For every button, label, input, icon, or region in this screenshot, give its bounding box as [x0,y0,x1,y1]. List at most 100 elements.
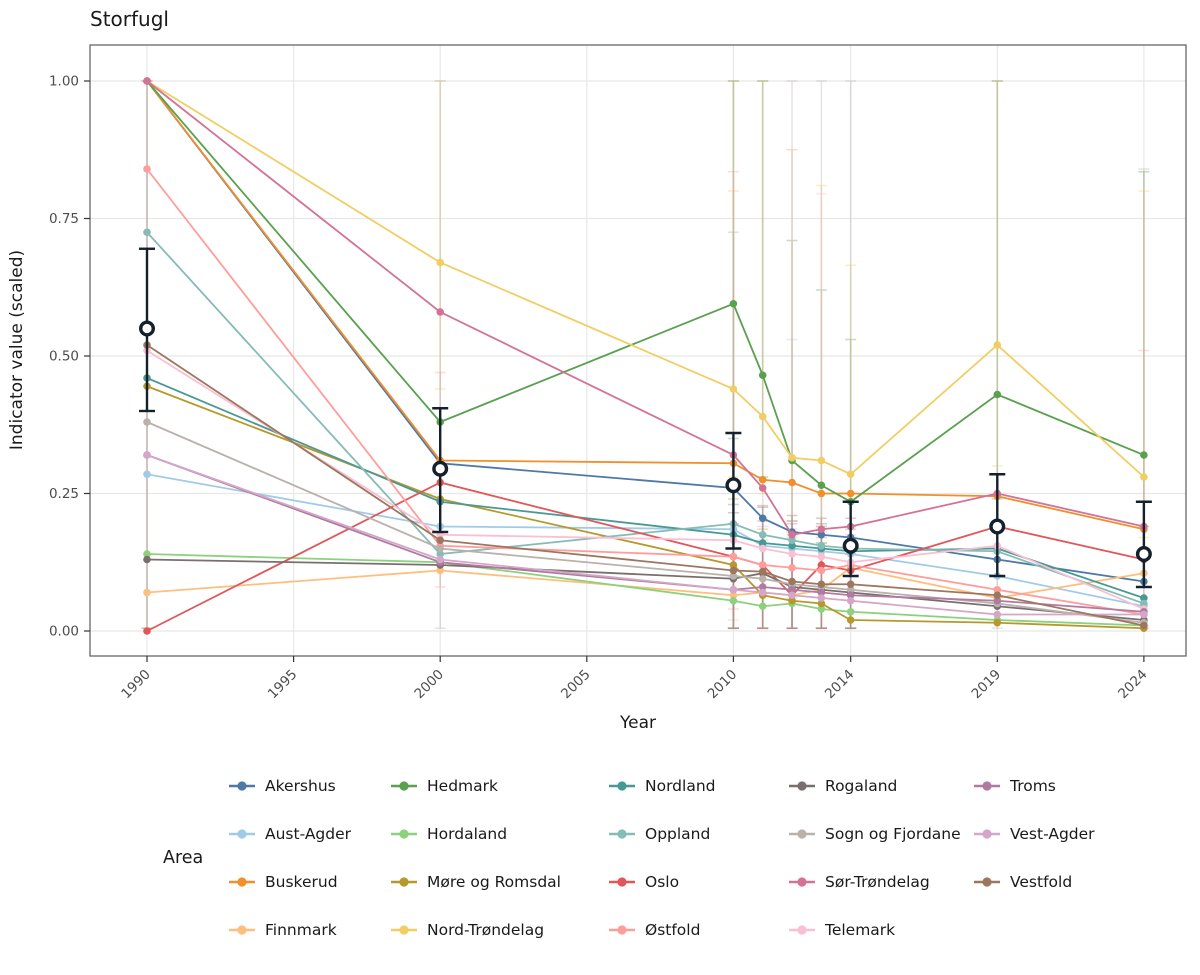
data-point-sor-trondelag [143,77,151,85]
data-point-nordland [1140,594,1148,602]
data-point-nord-trondelag [436,258,445,267]
legend-marker-oslo [609,877,635,887]
data-point-sogn-og-fjordane [436,544,445,553]
data-point-sogn-og-fjordane [729,572,738,580]
data-point-hedmark [1140,451,1148,459]
legend-item-aust-agder: Aust-Agder [228,825,390,843]
y-tick-label: 0.00 [49,624,79,640]
mean-open-circle [989,518,1006,535]
data-point-telemark [817,552,826,561]
legend-label-akershus: Akershus [265,777,336,795]
data-point-finnmark [729,591,738,600]
legend-label-nord-trondelag: Nord-Trøndelag [427,921,545,939]
data-point-vest-agder [143,451,151,459]
legend-label-oslo: Oslo [645,873,680,891]
data-point-buskerud [758,475,767,484]
data-point-buskerud [817,489,826,498]
data-point-oslo [143,627,151,635]
data-point-akershus [817,530,826,539]
legend-marker-buskerud [229,877,255,887]
legend-item-akershus: Akershus [228,777,390,795]
data-point-vest-agder [993,610,1002,619]
data-point-more-og-romsdal [788,596,796,605]
data-point-akershus [758,514,767,523]
legend-label-aust-agder: Aust-Agder [265,825,352,843]
data-point-troms [846,591,855,600]
legend-label-sor-trondelag: Sør-Trøndelag [825,873,930,891]
data-point-oppland [788,536,796,545]
data-point-vestfold [993,591,1002,600]
data-point-vest-agder [758,588,767,597]
legend-item-hedmark: Hedmark [390,777,608,795]
mean-point-group [725,431,742,550]
data-point-ostfold [143,165,151,173]
data-point-more-og-romsdal [817,599,826,608]
legend-label-more-og-romsdal: Møre og Romsdal [427,873,561,891]
legend-item-oppland: Oppland [608,825,788,843]
legend-marker-ostfold [609,925,635,935]
legend-marker-rogaland [789,781,815,791]
data-point-sor-trondelag [817,525,826,534]
legend-marker-finnmark [229,925,255,935]
data-point-hordaland [846,607,855,616]
data-point-hedmark [817,481,826,490]
legend-item-more-og-romsdal: Møre og Romsdal [390,873,608,891]
legend-marker-sor-trondelag [789,877,815,887]
mean-point-group [138,247,155,413]
legend-item-buskerud: Buskerud [228,873,390,891]
data-point-vestfold [758,567,767,576]
legend-item-nordland: Nordland [608,777,788,795]
data-point-sogn-og-fjordane [758,574,767,583]
mean-open-circle [432,460,449,477]
legend-item-finnmark: Finnmark [228,921,390,939]
data-point-finnmark [436,566,445,575]
data-point-ostfold [993,585,1002,594]
legend-label-hordaland: Hordaland [427,825,508,843]
data-point-finnmark [143,588,151,597]
legend-marker-nord-trondelag [391,925,417,935]
data-point-telemark [758,544,767,553]
legend-grid: Akershus Aust-Agder Buskerud Finnmark Hedmar… [228,762,1143,954]
data-point-telemark [788,550,796,558]
x-tick-label: 2005 [558,667,594,703]
data-point-vest-agder [1140,610,1148,619]
legend-label-oppland: Oppland [645,825,711,843]
data-point-vestfold [1140,621,1148,630]
data-point-oppland [436,550,445,558]
data-point-more-og-romsdal [846,616,855,624]
data-point-hordaland [729,596,738,605]
mean-point-group [842,500,859,578]
legend-label-buskerud: Buskerud [265,873,338,891]
data-point-nord-trondelag [758,412,767,421]
data-point-oslo [817,561,826,569]
series-vest-agder [143,451,1148,619]
x-tick-label: 2014 [822,667,858,703]
legend-label-vest-agder: Vest-Agder [1010,825,1095,843]
data-point-vestfold [846,580,855,589]
y-tick-label: 0.75 [49,211,79,227]
mean-point-group [989,473,1006,578]
legend-title: Area [163,848,204,868]
legend-item-oslo: Oslo [608,873,788,891]
x-tick-label: 1995 [265,667,301,703]
data-point-troms [788,585,796,594]
legend-item-vestfold: Vestfold [973,873,1143,891]
legend-item-sogn-og-fjordane: Sogn og Fjordane [788,825,973,843]
legend-item-ostfold: Østfold [608,921,788,939]
mean-open-circle [842,537,859,554]
legend-label-finnmark: Finnmark [265,921,337,939]
data-point-troms [758,583,767,591]
mean-point-group [432,407,449,534]
x-tick-label: 2024 [1115,667,1151,703]
data-point-nord-trondelag [817,456,826,465]
data-point-sor-trondelag [788,530,796,539]
data-point-vestfold [729,566,738,575]
series-vestfold [143,341,1148,630]
mean-open-circle [138,320,155,337]
legend-label-nordland: Nordland [645,777,716,795]
data-point-hordaland [817,605,826,613]
legend-marker-hedmark [391,781,417,791]
data-point-rogaland [143,555,151,564]
data-point-ostfold [817,566,826,575]
mean-point-group [1135,500,1152,589]
